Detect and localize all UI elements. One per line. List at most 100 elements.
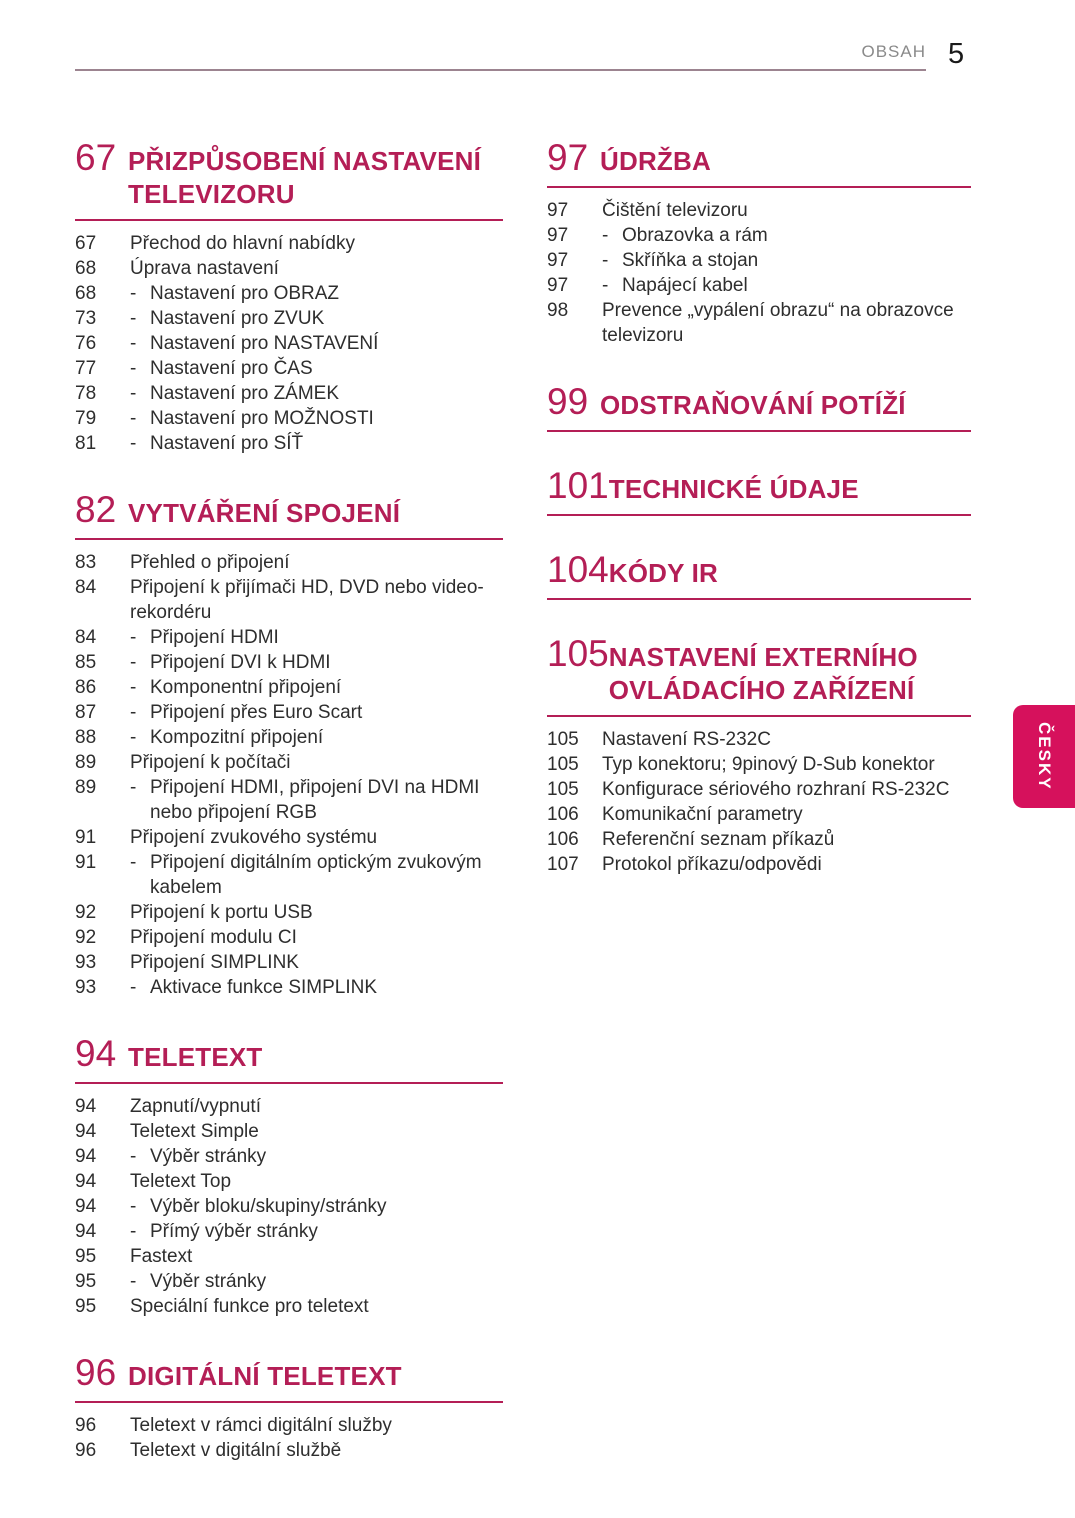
entry-label: Výběr stránky bbox=[150, 1146, 267, 1167]
toc-section-heading: 99 ODSTRAŇOVÁNÍ POTÍŽÍ bbox=[547, 383, 971, 432]
toc-section-title: TELETEXT bbox=[128, 1042, 263, 1072]
entry-page-number: 84 bbox=[75, 577, 97, 598]
entry-page-number: 97 bbox=[547, 275, 569, 296]
entry-label: Přechod do hlavní nabídky bbox=[130, 233, 355, 254]
entry-label: Zapnutí/vypnutí bbox=[130, 1096, 261, 1117]
toc-entry: 98 Prevence „vypálení obrazu“ na obrazovc… bbox=[547, 298, 971, 348]
toc-entry-list: 96 Teletext v rámci digitální služby 96 Tel… bbox=[75, 1413, 503, 1463]
page-number: 5 bbox=[948, 38, 965, 70]
entry-dash-marker: - bbox=[130, 977, 137, 998]
toc-entry: 107 Protokol příkazu/odpovědi bbox=[547, 852, 971, 877]
toc-entry: 67 Přechod do hlavní nabídky bbox=[75, 231, 503, 256]
toc-entry: 88 - Kompozitní připojení bbox=[75, 725, 503, 750]
toc-section-heading: 94 TELETEXT bbox=[75, 1035, 503, 1084]
toc-entry: 89 Připojení k počítači bbox=[75, 750, 503, 775]
toc-section-number: 104 bbox=[547, 549, 609, 590]
toc-entry: 94 - Výběr stránky bbox=[75, 1144, 503, 1169]
toc-section: 97 ÚDRŽBA 97 Čištění televizoru 97- Obrazovka… bbox=[547, 137, 971, 348]
entry-label: Nastavení RS-232C bbox=[602, 729, 771, 750]
toc-entry: 87 - Připojení přes Euro Scart bbox=[75, 700, 503, 725]
entry-page-number: 81 bbox=[75, 433, 97, 454]
entry-dash-marker: - bbox=[130, 777, 137, 798]
entry-label: Konfigurace sériového rozhraní RS-232C bbox=[602, 779, 950, 800]
entry-page-number: 106 bbox=[547, 829, 579, 850]
entry-label: Nastavení pro ČAS bbox=[150, 358, 313, 379]
entry-page-number: 95 bbox=[75, 1246, 97, 1267]
toc-entry: 95 - Výběr stránky bbox=[75, 1269, 503, 1294]
toc-entry: 94 Teletext Simple bbox=[75, 1119, 503, 1144]
entry-label: Fastext bbox=[130, 1246, 193, 1267]
entry-dash-marker: - bbox=[130, 1221, 137, 1242]
toc-section-number: 97 bbox=[547, 137, 589, 178]
toc-entry: 93 Připojení SIMPLINK bbox=[75, 950, 503, 975]
entry-page-number: 107 bbox=[547, 854, 579, 875]
entry-label: Přehled o připojení bbox=[130, 552, 290, 573]
toc-entry: 106 Komunikační parametry bbox=[547, 802, 971, 827]
entry-page-number: 77 bbox=[75, 358, 97, 379]
entry-dash-marker: - bbox=[130, 1271, 137, 1292]
toc-entry: 94 - Výběr bloku/skupiny/stránky bbox=[75, 1194, 503, 1219]
entry-page-number: 94 bbox=[75, 1121, 97, 1142]
entry-label: Úprava nastavení bbox=[130, 258, 279, 279]
toc-entry: 97 - Napájecí kabel bbox=[547, 273, 971, 298]
entry-page-number: 105 bbox=[547, 779, 579, 800]
entry-label: Připojení přes Euro Scart bbox=[150, 702, 363, 723]
toc-entry: 94 Zapnutí/vypnutí bbox=[75, 1094, 503, 1119]
toc-section: 104 KÓDY IR bbox=[547, 549, 971, 600]
toc-entry: 97 Čištění televizoru bbox=[547, 198, 971, 223]
entry-dash-marker: - bbox=[130, 702, 137, 723]
entry-label: Teletext v rámci digitální služby bbox=[130, 1415, 392, 1436]
entry-dash-marker: - bbox=[602, 275, 609, 296]
toc-entry: 95 Speciální funkce pro teletext bbox=[75, 1294, 503, 1319]
entry-dash-marker: - bbox=[130, 652, 137, 673]
entry-page-number: 93 bbox=[75, 952, 97, 973]
entry-page-number: 97 bbox=[547, 250, 569, 271]
entry-page-number: 92 bbox=[75, 902, 97, 923]
toc-section: 82 VYTVÁŘENÍ SPOJENÍ 83 Přehled o připojení… bbox=[75, 489, 503, 1000]
entry-page-number: 94 bbox=[75, 1171, 97, 1192]
toc-entry: 97 - Obrazovka a rám bbox=[547, 223, 971, 248]
toc-section: 67 PŘIZPŮSOBENÍ NASTAVENÍ TELEVIZORU 67 Pře… bbox=[75, 139, 503, 456]
entry-label: Připojení zvukového systému bbox=[130, 827, 378, 848]
entry-page-number: 85 bbox=[75, 652, 97, 673]
entry-label: Nastavení pro ZÁMEK bbox=[150, 383, 340, 404]
toc-entry: 81 - Nastavení pro SÍŤ bbox=[75, 431, 503, 456]
entry-label: Teletext Simple bbox=[130, 1121, 259, 1142]
toc-section-number: 96 bbox=[75, 1352, 117, 1393]
toc-entry: 78 - Nastavení pro ZÁMEK bbox=[75, 381, 503, 406]
entry-label: Protokol příkazu/odpovědi bbox=[602, 854, 822, 875]
entry-label: Komunikační parametry bbox=[602, 804, 803, 825]
entry-page-number: 94 bbox=[75, 1221, 97, 1242]
toc-entry: 68 Úprava nastavení bbox=[75, 256, 503, 281]
entry-page-number: 78 bbox=[75, 383, 97, 404]
entry-label: Obrazovka a rám bbox=[622, 225, 768, 246]
toc-entry: 84 Připojení k přijímači HD, DVD nebo vid… bbox=[75, 575, 503, 625]
toc-section-heading: 82 VYTVÁŘENÍ SPOJENÍ bbox=[75, 489, 503, 540]
entry-dash-marker: - bbox=[130, 1196, 137, 1217]
toc-section: 105 NASTAVENÍ EXTERNÍHO OVLÁDACÍHO ZAŘÍZE… bbox=[547, 635, 971, 877]
toc-entry: 105 Nastavení RS-232C bbox=[547, 727, 971, 752]
toc-section-title: PŘIZPŮSOBENÍ NASTAVENÍ TELEVIZORU bbox=[128, 146, 482, 209]
toc-entry: 92 Připojení modulu CI bbox=[75, 925, 503, 950]
toc-section-heading: 101 TECHNICKÉ ÚDAJE bbox=[547, 467, 971, 516]
toc-entry: 91 Připojení zvukového systému bbox=[75, 825, 503, 850]
toc-entry: 83 Přehled o připojení bbox=[75, 550, 503, 575]
toc-section-number: 82 bbox=[75, 489, 117, 530]
toc-column-right: 97 ÚDRŽBA 97 Čištění televizoru 97- Obrazovka… bbox=[547, 137, 971, 913]
entry-label: Připojení k přijímači HD, DVD nebo video… bbox=[130, 577, 484, 623]
entry-label: Výběr bloku/skupiny/stránky bbox=[150, 1196, 387, 1217]
entry-dash-marker: - bbox=[130, 283, 137, 304]
entry-label: Připojení HDMI, připojení DVI na HDMI ne… bbox=[150, 777, 480, 823]
entry-page-number: 84 bbox=[75, 627, 97, 648]
toc-section: 96 DIGITÁLNÍ TELETEXT 96 Teletext v rámci d… bbox=[75, 1352, 503, 1463]
entry-dash-marker: - bbox=[602, 250, 609, 271]
toc-entry-list: 105 Nastavení RS-232C 105 Typ konektoru; 9p… bbox=[547, 727, 971, 877]
entry-label: Připojení DVI k HDMI bbox=[150, 652, 331, 673]
toc-entry: 106 Referenční seznam příkazů bbox=[547, 827, 971, 852]
entry-label: Aktivace funkce SIMPLINK bbox=[150, 977, 378, 998]
entry-page-number: 96 bbox=[75, 1440, 97, 1461]
entry-dash-marker: - bbox=[130, 852, 137, 873]
entry-label: Nastavení pro OBRAZ bbox=[150, 283, 340, 304]
entry-dash-marker: - bbox=[130, 1146, 137, 1167]
